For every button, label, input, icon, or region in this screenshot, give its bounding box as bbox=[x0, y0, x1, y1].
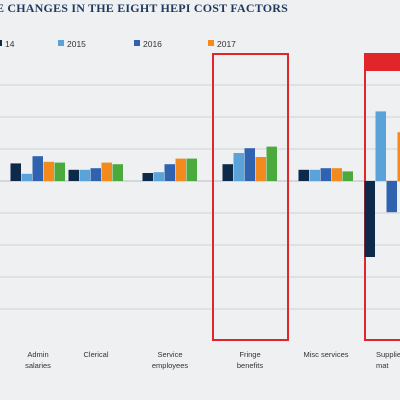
category-label: salaries bbox=[25, 361, 51, 370]
bar bbox=[255, 157, 266, 181]
legend-swatch bbox=[58, 40, 64, 46]
category-label: Clerical bbox=[83, 350, 108, 359]
bar bbox=[233, 153, 244, 181]
bar bbox=[364, 181, 375, 257]
legend-label: 2016 bbox=[143, 39, 162, 49]
bar bbox=[164, 164, 175, 181]
highlight-box-fringe bbox=[212, 53, 289, 341]
bar bbox=[320, 168, 331, 181]
legend-label: 14 bbox=[5, 39, 15, 49]
bar bbox=[342, 171, 353, 181]
chart-title: E CHANGES IN THE EIGHT HEPI COST FACTORS bbox=[0, 1, 288, 15]
category-label: mat bbox=[376, 361, 389, 370]
bar bbox=[298, 169, 309, 181]
bar bbox=[266, 146, 277, 181]
bar bbox=[54, 162, 65, 181]
legend-swatch bbox=[0, 40, 2, 46]
bar bbox=[112, 164, 123, 181]
legend-label: 2017 bbox=[217, 39, 236, 49]
category-label: Fringe bbox=[239, 350, 260, 359]
bar bbox=[375, 111, 386, 181]
bar bbox=[43, 161, 54, 181]
bar bbox=[142, 173, 153, 181]
category-label: Admin bbox=[27, 350, 48, 359]
category-label: Supplie bbox=[376, 350, 400, 359]
legend-label: 2015 bbox=[67, 39, 86, 49]
category-label: Service bbox=[157, 350, 182, 359]
bar bbox=[175, 158, 186, 181]
bar bbox=[386, 181, 397, 213]
bar bbox=[79, 169, 90, 181]
bar bbox=[331, 168, 342, 181]
category-label: employees bbox=[152, 361, 189, 370]
bar bbox=[68, 169, 79, 181]
bar bbox=[244, 148, 255, 181]
bar bbox=[153, 172, 164, 181]
legend-swatch bbox=[208, 40, 214, 46]
bar bbox=[32, 156, 43, 181]
legend-swatch bbox=[134, 40, 140, 46]
highlight-header-supplies bbox=[365, 54, 400, 71]
bar bbox=[222, 164, 233, 181]
category-label: Misc services bbox=[303, 350, 348, 359]
bar bbox=[397, 132, 400, 181]
bar bbox=[309, 169, 320, 181]
category-label: benefits bbox=[237, 361, 264, 370]
bar bbox=[10, 163, 21, 181]
bar bbox=[186, 158, 197, 181]
bar bbox=[90, 168, 101, 181]
bar bbox=[21, 173, 32, 181]
bar bbox=[101, 162, 112, 181]
